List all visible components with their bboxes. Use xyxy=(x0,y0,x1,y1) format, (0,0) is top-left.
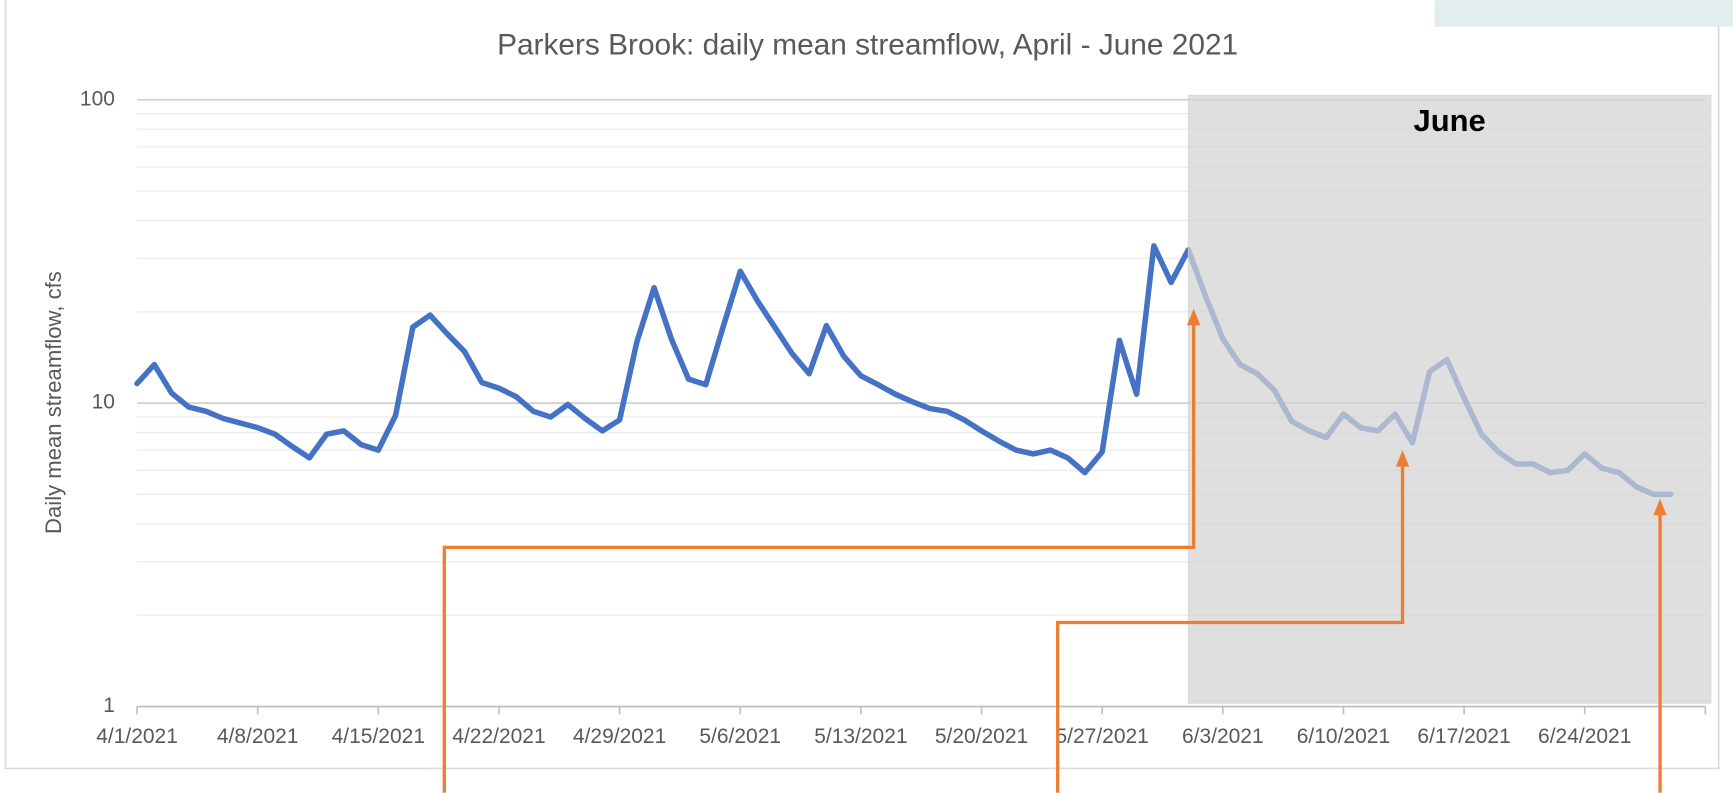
x-tick-label: 6/17/2021 xyxy=(1417,725,1510,748)
x-tick-label: 4/22/2021 xyxy=(452,725,545,748)
x-tick-label: 6/10/2021 xyxy=(1297,725,1390,748)
chart: Parkers Brook: daily mean streamflow, Ap… xyxy=(0,0,1733,793)
map-fragment xyxy=(1435,0,1733,27)
june-shade xyxy=(1188,95,1711,703)
shade-layer: June xyxy=(1188,95,1711,703)
y-tick-label: 100 xyxy=(80,87,115,110)
y-axis-label: Daily mean streamflow, cfs xyxy=(41,271,66,534)
x-tick-label: 5/20/2021 xyxy=(935,725,1028,748)
x-tick-label: 5/6/2021 xyxy=(699,725,781,748)
x-tick-label: 4/29/2021 xyxy=(573,725,666,748)
x-tick-label: 5/13/2021 xyxy=(814,725,907,748)
shade-label: June xyxy=(1414,103,1486,138)
y-tick-label: 10 xyxy=(92,391,115,414)
x-tick-label: 6/3/2021 xyxy=(1182,725,1264,748)
x-tick-label: 4/1/2021 xyxy=(96,725,178,748)
x-tick-label: 6/24/2021 xyxy=(1538,725,1631,748)
x-tick-label: 5/27/2021 xyxy=(1055,725,1148,748)
y-tick-label: 1 xyxy=(103,694,115,717)
x-tick-label: 4/8/2021 xyxy=(217,725,299,748)
chart-title: Parkers Brook: daily mean streamflow, Ap… xyxy=(497,29,1238,62)
x-tick-label: 4/15/2021 xyxy=(332,725,425,748)
